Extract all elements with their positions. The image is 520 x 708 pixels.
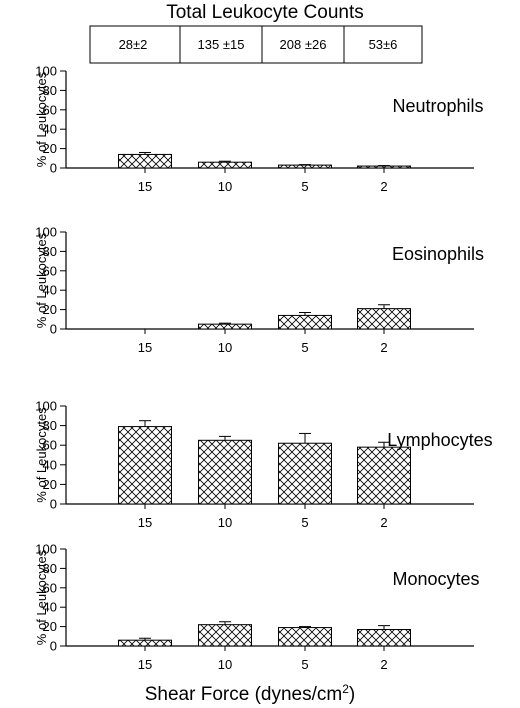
x-tick-label: 15 — [138, 657, 152, 672]
panel-title: Lymphocytes — [387, 430, 492, 450]
bar-15 — [118, 153, 172, 169]
y-tick-label: 60 — [43, 438, 57, 453]
x-axis-label-superscript: 2 — [342, 682, 349, 696]
counts-table-border — [89, 25, 423, 64]
y-tick-label: 100 — [35, 542, 57, 557]
bar-10 — [198, 439, 252, 505]
y-tick-label: 80 — [43, 561, 57, 576]
bar-15 — [118, 426, 172, 505]
y-tick-label: 40 — [43, 122, 57, 137]
x-tick-label: 15 — [138, 179, 152, 194]
y-tick-label: 80 — [43, 83, 57, 98]
y-tick-label: 100 — [35, 64, 57, 79]
chart-panel-monocytes: 0 20 40 60 80 100% of Leukocytes 15 10 5 2 Monocyt… — [34, 542, 480, 673]
panel-title: Neutrophils — [392, 96, 483, 116]
y-tick-label: 100 — [35, 399, 57, 414]
x-tick-label: 15 — [138, 515, 152, 530]
y-tick-label: 60 — [43, 263, 57, 278]
bar-5 — [278, 314, 332, 330]
y-tick-label: 40 — [43, 600, 57, 615]
y-tick-label: 20 — [43, 302, 57, 317]
header-title: Total Leukocyte Counts — [166, 2, 364, 23]
count-cell: 208 ±26 — [280, 37, 327, 52]
panel-title: Eosinophils — [392, 244, 484, 264]
x-tick-label: 5 — [301, 179, 308, 194]
x-axis-label-text: ) — [349, 684, 355, 705]
x-tick-label: 10 — [218, 340, 232, 355]
y-axis-title: % of Leukocytes — [34, 232, 49, 328]
bar-10 — [198, 323, 252, 330]
x-tick-label: 2 — [380, 179, 387, 194]
x-axis-label-text: Shear Force (dynes/cm — [145, 684, 342, 705]
y-tick-label: 20 — [43, 619, 57, 634]
chart-panel-neutrophils: 0 20 40 60 80 100% of Leukocytes 15 10 5 2 Neutrop… — [34, 64, 484, 195]
chart-panel-lymphocytes: 0 20 40 60 80 100% of Leukocytes 15 10 5 2 Lymphoc… — [34, 399, 493, 531]
bar-2 — [357, 165, 411, 169]
x-tick-label: 2 — [380, 515, 387, 530]
x-tick-label: 15 — [138, 340, 152, 355]
bar-2 — [357, 629, 411, 647]
x-tick-label: 10 — [218, 179, 232, 194]
bar-10 — [198, 624, 252, 647]
x-tick-label: 10 — [218, 515, 232, 530]
y-tick-label: 0 — [50, 322, 57, 337]
bar-2 — [357, 308, 411, 330]
x-tick-label: 2 — [380, 340, 387, 355]
x-tick-label: 5 — [301, 515, 308, 530]
panel-title: Monocytes — [392, 569, 479, 589]
y-tick-label: 60 — [43, 102, 57, 117]
y-tick-label: 80 — [43, 418, 57, 433]
y-tick-label: 100 — [35, 225, 57, 240]
y-axis-title: % of Leukocytes — [34, 407, 49, 503]
x-tick-label: 10 — [218, 657, 232, 672]
y-tick-label: 80 — [43, 244, 57, 259]
bar-5 — [278, 627, 332, 647]
chart-panel-eosinophils: 0 20 40 60 80 100% of Leukocytes 15 10 5 2 Eosinop… — [34, 225, 484, 356]
y-tick-label: 40 — [43, 457, 57, 472]
y-tick-label: 0 — [50, 497, 57, 512]
x-tick-label: 5 — [301, 340, 308, 355]
y-tick-label: 0 — [50, 639, 57, 654]
bar-10 — [198, 161, 252, 169]
bar-2 — [357, 446, 411, 505]
counts-table: 28±2 135 ±15 208 ±26 53±6 — [89, 25, 423, 64]
bar-5 — [278, 164, 332, 169]
y-axis-title: % of Leukocytes — [34, 549, 49, 645]
y-tick-label: 20 — [43, 141, 57, 156]
x-tick-label: 5 — [301, 657, 308, 672]
x-axis-label: Shear Force (dynes/cm2) — [145, 682, 355, 705]
y-axis-title: % of Leukocytes — [34, 71, 49, 167]
bar-5 — [278, 442, 332, 505]
y-tick-label: 20 — [43, 477, 57, 492]
count-cell: 28±2 — [119, 37, 148, 52]
y-tick-label: 60 — [43, 580, 57, 595]
y-tick-label: 40 — [43, 283, 57, 298]
x-tick-label: 2 — [380, 657, 387, 672]
y-tick-label: 0 — [50, 161, 57, 176]
count-cell: 135 ±15 — [198, 37, 245, 52]
bar-15 — [118, 639, 172, 647]
count-cell: 53±6 — [369, 37, 398, 52]
